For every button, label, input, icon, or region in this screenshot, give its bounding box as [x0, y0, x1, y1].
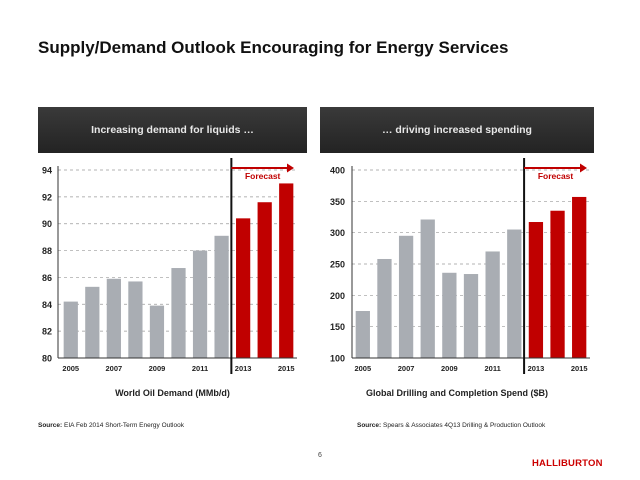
left-chart-caption: World Oil Demand (MMb/d): [115, 388, 230, 398]
left-x-tick-label: 2005: [62, 364, 79, 373]
left-source-text: EIA Feb 2014 Short-Term Energy Outlook: [64, 422, 184, 429]
right-y-tick-label: 400: [330, 166, 345, 176]
right-x-tick-label: 2005: [354, 364, 371, 373]
right-y-tick-label: 100: [330, 354, 345, 364]
left-y-tick-label: 88: [42, 246, 52, 256]
right-forecast-arrow-icon: [580, 163, 587, 173]
left-source-label: Source:: [38, 422, 63, 429]
right-source-note: Source: Spears & Associates 4Q13 Drillin…: [357, 422, 545, 429]
right-x-tick-label: 2011: [484, 364, 500, 373]
left-forecast-label: Forecast: [245, 171, 281, 181]
right-y-tick-label: 250: [330, 260, 345, 270]
right-y-tick-label: 300: [330, 228, 345, 238]
right-y-tick-label: 350: [330, 197, 345, 207]
right-bar-2006: [377, 258, 392, 358]
left-panel-header-text: Increasing demand for liquids …: [91, 124, 254, 136]
right-bar-2005: [355, 311, 370, 358]
left-panel-header: Increasing demand for liquids …: [38, 107, 307, 153]
right-panel-header-text: … driving increased spending: [382, 124, 532, 136]
right-bar-2009: [442, 272, 457, 358]
right-forecast-label: Forecast: [538, 171, 574, 181]
left-source-note: Source: EIA Feb 2014 Short-Term Energy O…: [38, 422, 184, 429]
right-bar-2014: [550, 210, 565, 358]
left-forecast-arrow-icon: [287, 163, 294, 173]
left-bar-2010: [171, 268, 186, 358]
left-x-tick-label: 2007: [106, 364, 123, 373]
halliburton-logo: HALLIBURTON: [532, 458, 603, 469]
right-x-tick-label: 2007: [398, 364, 415, 373]
left-x-tick-label: 2009: [149, 364, 166, 373]
left-y-tick-label: 82: [42, 327, 52, 337]
left-bar-2013: [236, 218, 251, 358]
left-y-tick-label: 90: [42, 219, 52, 229]
right-x-tick-label: 2009: [441, 364, 458, 373]
left-y-tick-label: 80: [42, 354, 52, 364]
left-x-tick-label: 2015: [278, 364, 295, 373]
right-bar-2008: [420, 219, 435, 358]
left-bar-2008: [128, 281, 143, 358]
right-bar-2015: [572, 196, 587, 358]
left-bar-2009: [149, 305, 165, 358]
left-x-tick-label: 2011: [192, 364, 208, 373]
right-panel-header: … driving increased spending: [320, 107, 594, 153]
left-x-tick-label: 2013: [235, 364, 252, 373]
right-bar-2010: [463, 274, 479, 358]
right-y-tick-label: 200: [330, 291, 345, 301]
left-bar-2007: [106, 278, 121, 358]
left-y-tick-label: 94: [42, 166, 52, 176]
right-chart-caption: Global Drilling and Completion Spend ($B…: [366, 388, 548, 398]
left-y-tick-label: 86: [42, 273, 52, 283]
page-number: 6: [318, 452, 322, 459]
left-bar-2014: [257, 202, 272, 358]
right-y-tick-label: 150: [330, 322, 345, 332]
right-bar-2007: [398, 235, 414, 358]
right-source-text: Spears & Associates 4Q13 Drilling & Prod…: [383, 422, 546, 429]
right-x-tick-label: 2015: [571, 364, 588, 373]
right-bar-2011: [485, 251, 500, 358]
right-bar-2013: [528, 222, 544, 358]
left-bar-2012: [214, 235, 229, 358]
left-bar-2005: [63, 301, 78, 358]
left-y-tick-label: 84: [42, 300, 52, 310]
right-source-label: Source:: [357, 422, 382, 429]
page-title: Supply/Demand Outlook Encouraging for En…: [38, 38, 509, 57]
left-y-tick-label: 92: [42, 192, 52, 202]
right-bar-2012: [507, 229, 522, 358]
left-bar-2015: [279, 183, 294, 358]
right-x-tick-label: 2013: [528, 364, 545, 373]
left-bar-2011: [192, 250, 208, 358]
left-bar-2006: [85, 286, 100, 358]
